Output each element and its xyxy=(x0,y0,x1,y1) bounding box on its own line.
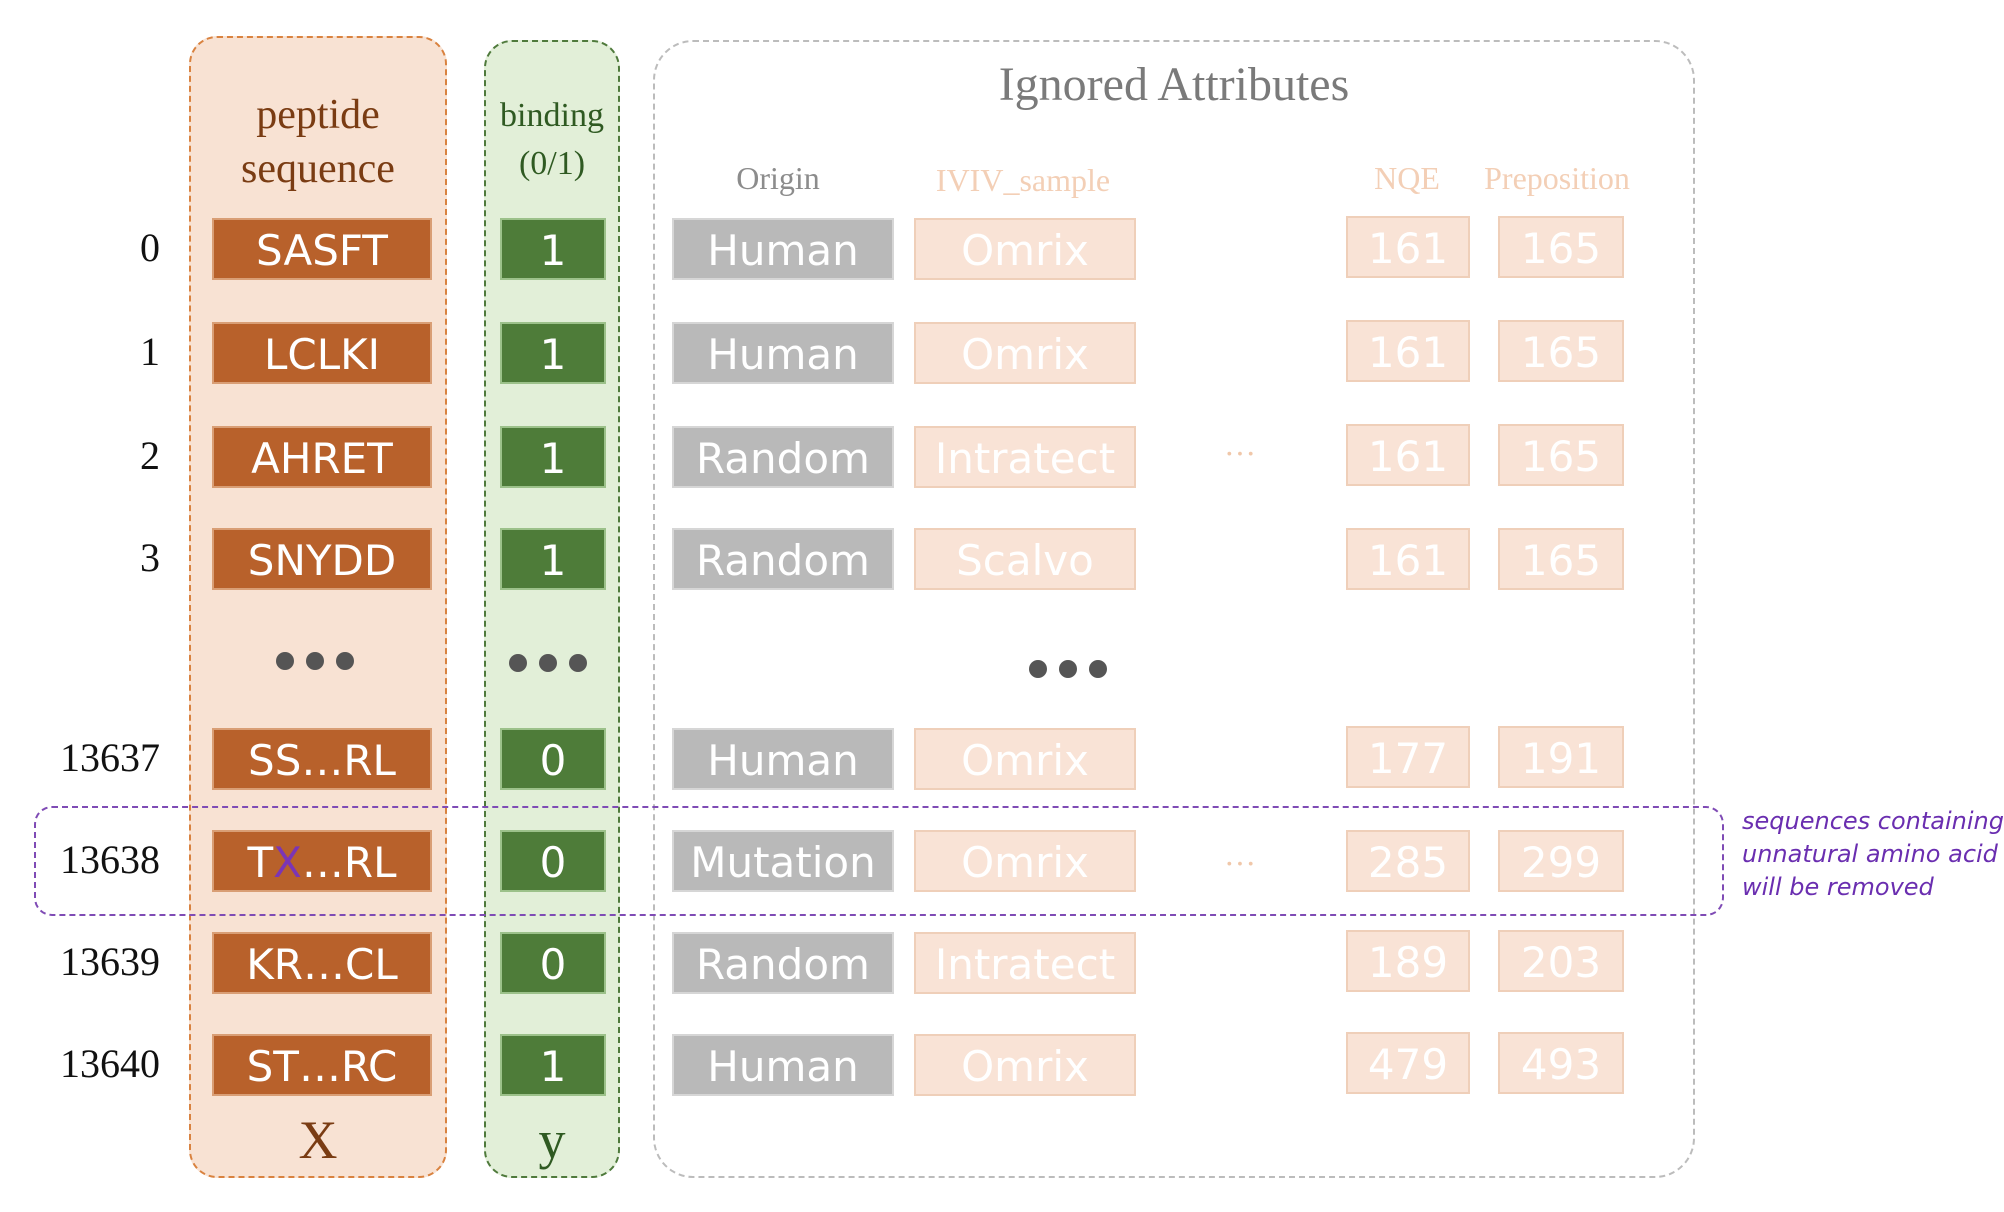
ellipsis-dot xyxy=(336,652,354,670)
ignored-attributes-panel xyxy=(653,40,1695,1178)
row-index: 13637 xyxy=(60,735,160,780)
nqe-cell: 479 xyxy=(1346,1032,1470,1094)
sequence-cell: KR…CL xyxy=(212,932,432,994)
sample-cell: Intratect xyxy=(914,932,1136,994)
nqe-cell: 161 xyxy=(1346,216,1470,278)
preposition-cell: 299 xyxy=(1498,830,1624,892)
y-label: y xyxy=(538,1110,566,1170)
ellipsis-dot xyxy=(1029,660,1047,678)
binding-header-line2: (0/1) xyxy=(518,145,586,182)
peptide-header-word: sequence xyxy=(241,146,395,192)
sequence-part: …RL xyxy=(301,838,397,887)
preposition-cell: 493 xyxy=(1498,1032,1624,1094)
removal-note: sequences containing unnatural amino aci… xyxy=(1742,807,2004,901)
binding-cell: 1 xyxy=(500,528,606,590)
origin-column-header: Origin xyxy=(736,160,820,196)
ellipsis-dot xyxy=(509,654,527,672)
preposition-cell: 165 xyxy=(1498,528,1624,590)
ellipsis-dot xyxy=(1059,660,1077,678)
origin-cell: Human xyxy=(672,218,894,280)
binding-cell: 1 xyxy=(500,322,606,384)
peptide-sequence-header-text: peptide sequence xyxy=(189,88,447,196)
sample-cell: Scalvo xyxy=(914,528,1136,590)
ignored-attributes-title: Ignored Attributes xyxy=(998,58,1350,111)
row-index: 13638 xyxy=(60,837,160,882)
ellipsis-small: ··· xyxy=(1224,845,1256,881)
sequence-cell: SS…RL xyxy=(212,728,432,790)
ellipsis-dot xyxy=(539,654,557,672)
nqe-column-header: NQE xyxy=(1374,160,1440,196)
origin-cell: Human xyxy=(672,1034,894,1096)
sample-cell: Omrix xyxy=(914,830,1136,892)
preposition-cell: 203 xyxy=(1498,930,1624,992)
row-index: 13639 xyxy=(60,939,160,984)
preposition-cell: 165 xyxy=(1498,320,1624,382)
nqe-cell: 161 xyxy=(1346,528,1470,590)
binding-panel xyxy=(484,40,620,1178)
binding-header-line1: binding xyxy=(500,97,604,134)
sample-cell: Omrix xyxy=(914,322,1136,384)
row-index: 3 xyxy=(140,535,160,580)
preposition-cell: 191 xyxy=(1498,726,1624,788)
origin-cell: Random xyxy=(672,932,894,994)
nqe-cell: 161 xyxy=(1346,320,1470,382)
nqe-cell: 161 xyxy=(1346,424,1470,486)
row-index: 0 xyxy=(140,225,160,270)
binding-header: binding (0/1) xyxy=(484,92,620,188)
sample-cell: Omrix xyxy=(914,728,1136,790)
origin-cell: Mutation xyxy=(672,830,894,892)
binding-cell: 0 xyxy=(500,932,606,994)
peptide-header-word: peptide xyxy=(256,92,380,138)
sequence-cell: TX…RL xyxy=(212,830,432,892)
sequence-part: T xyxy=(247,838,274,887)
preposition-column-header: Preposition xyxy=(1484,160,1630,196)
peptide-sequence-panel xyxy=(189,36,447,1178)
sequence-cell: SASFT xyxy=(212,218,432,280)
x-label: X xyxy=(298,1110,338,1170)
row-index: 1 xyxy=(140,329,160,374)
preposition-cell: 165 xyxy=(1498,424,1624,486)
sample-cell: Omrix xyxy=(914,1034,1136,1096)
origin-cell: Random xyxy=(672,528,894,590)
origin-cell: Human xyxy=(672,728,894,790)
sequence-cell: AHRET xyxy=(212,426,432,488)
row-index: 13640 xyxy=(60,1041,160,1086)
binding-cell: 1 xyxy=(500,1034,606,1096)
row-index: 2 xyxy=(140,433,160,478)
sample-cell: Omrix xyxy=(914,218,1136,280)
ivv-sample-column-header: IVIV_sample xyxy=(935,162,1111,198)
binding-cell: 1 xyxy=(500,218,606,280)
binding-cell: 0 xyxy=(500,728,606,790)
ellipsis-dot xyxy=(569,654,587,672)
ellipsis-dot xyxy=(306,652,324,670)
sample-cell: Intratect xyxy=(914,426,1136,488)
ellipsis-small: ··· xyxy=(1224,435,1256,471)
ellipsis-dot xyxy=(276,652,294,670)
nqe-cell: 189 xyxy=(1346,930,1470,992)
origin-cell: Random xyxy=(672,426,894,488)
origin-cell: Human xyxy=(672,322,894,384)
unnatural-amino-acid-highlight xyxy=(34,806,1724,916)
binding-cell: 1 xyxy=(500,426,606,488)
nqe-cell: 285 xyxy=(1346,830,1470,892)
sequence-cell: ST…RC xyxy=(212,1034,432,1096)
ellipsis-dot xyxy=(1089,660,1107,678)
sequence-cell: LCLKI xyxy=(212,322,432,384)
binding-cell: 0 xyxy=(500,830,606,892)
unnatural-amino-acid-mark: X xyxy=(273,838,302,887)
sequence-cell: SNYDD xyxy=(212,528,432,590)
nqe-cell: 177 xyxy=(1346,726,1470,788)
preposition-cell: 165 xyxy=(1498,216,1624,278)
